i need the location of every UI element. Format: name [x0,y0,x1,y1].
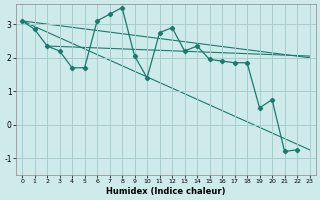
X-axis label: Humidex (Indice chaleur): Humidex (Indice chaleur) [106,187,226,196]
